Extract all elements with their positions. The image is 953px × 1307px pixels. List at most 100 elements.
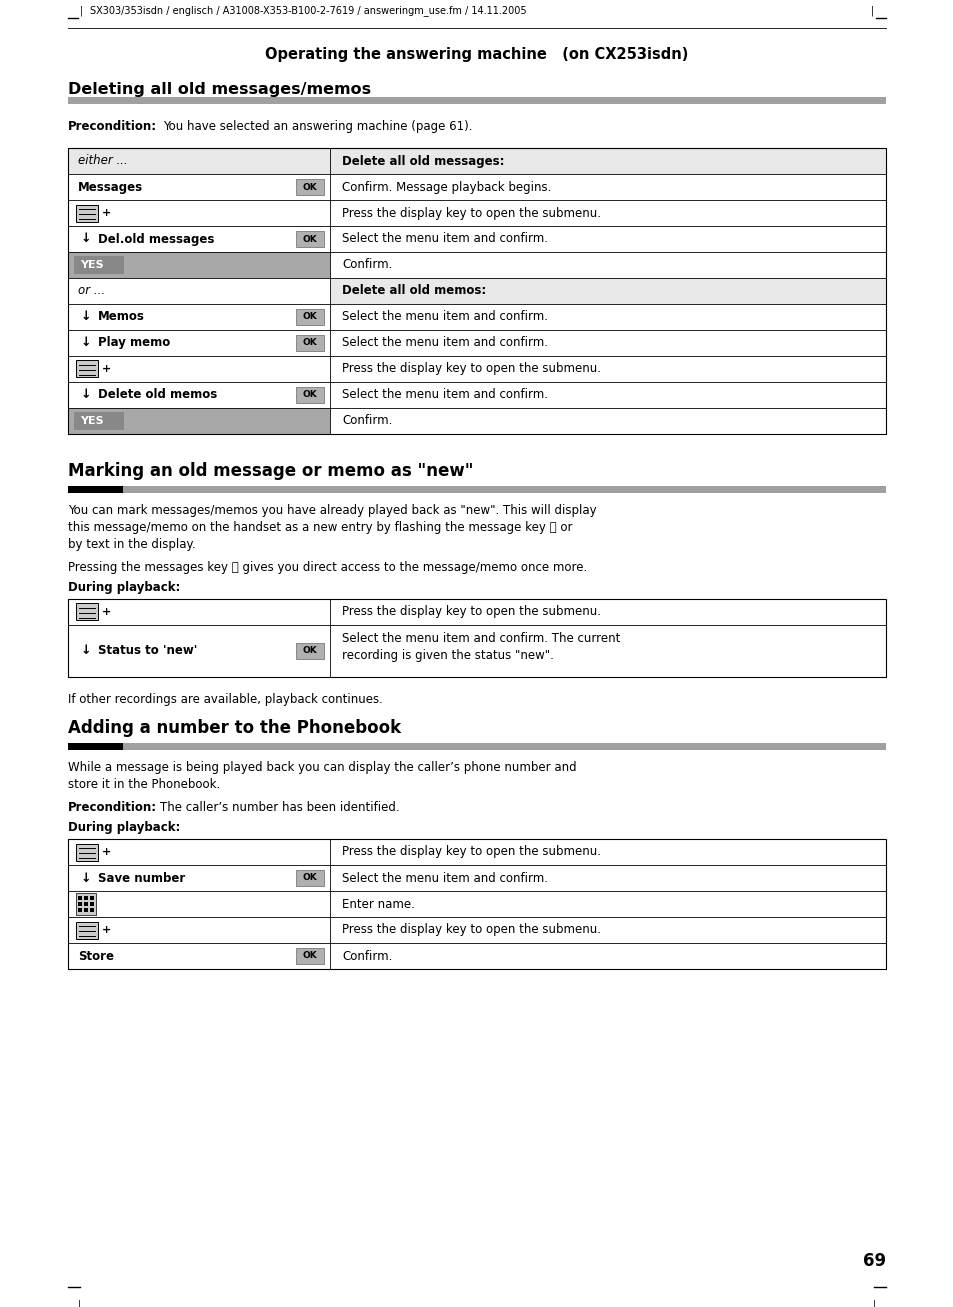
Bar (74, 256, 124, 274)
Text: +: + (102, 365, 112, 374)
Bar (68, 382, 330, 408)
Text: OK: OK (302, 339, 317, 348)
Bar (68, 918, 330, 942)
Text: Confirm.: Confirm. (341, 259, 392, 272)
Bar (68, 278, 330, 305)
Bar (68, 942, 330, 968)
Bar (78, 902, 82, 906)
Bar (68, 891, 330, 918)
Text: recording is given the status "new".: recording is given the status "new". (341, 650, 554, 663)
Text: +: + (102, 847, 112, 857)
Bar (295, 870, 324, 886)
Bar (68, 305, 330, 329)
Bar (330, 226, 885, 252)
Text: You can mark messages/memos you have already played back as "new". This will dis: You can mark messages/memos you have alr… (68, 505, 596, 518)
Bar (330, 305, 885, 329)
Bar (68, 200, 330, 226)
Bar (84, 897, 88, 901)
Bar (68, 486, 123, 493)
Bar (68, 148, 885, 434)
Bar (295, 335, 324, 352)
Text: by text in the display.: by text in the display. (68, 538, 195, 552)
Bar (68, 599, 330, 625)
Bar (68, 839, 885, 968)
Text: OK: OK (302, 312, 317, 322)
Text: OK: OK (302, 951, 317, 961)
Text: Select the menu item and confirm.: Select the menu item and confirm. (341, 311, 547, 324)
Bar (68, 226, 330, 252)
Text: Save number: Save number (98, 872, 185, 885)
Bar (330, 918, 885, 942)
Text: ↓: ↓ (81, 336, 91, 349)
Text: Marking an old message or memo as "new": Marking an old message or memo as "new" (68, 461, 473, 480)
Bar (68, 625, 330, 677)
Text: 69: 69 (862, 1252, 885, 1270)
Bar (123, 486, 885, 493)
Bar (76, 204, 98, 221)
Bar (68, 174, 330, 200)
Bar (76, 604, 98, 621)
Bar (84, 902, 88, 906)
Bar (68, 599, 885, 677)
Text: During playback:: During playback: (68, 821, 180, 834)
Bar (76, 893, 96, 915)
Text: You have selected an answering machine (page 61).: You have selected an answering machine (… (163, 120, 472, 133)
Bar (74, 412, 124, 430)
Text: Confirm.: Confirm. (341, 949, 392, 962)
Bar (78, 908, 82, 912)
Text: Confirm. Message playback begins.: Confirm. Message playback begins. (341, 180, 551, 193)
Text: Select the menu item and confirm.: Select the menu item and confirm. (341, 233, 547, 246)
Bar (76, 843, 98, 860)
Text: OK: OK (302, 647, 317, 656)
Text: ↓: ↓ (81, 311, 91, 324)
Bar (295, 387, 324, 403)
Bar (76, 921, 98, 938)
Bar (68, 408, 330, 434)
Bar (330, 408, 885, 434)
Bar (68, 97, 885, 105)
Text: either ...: either ... (78, 154, 128, 167)
Bar (68, 252, 330, 278)
Bar (68, 356, 330, 382)
Text: OK: OK (302, 234, 317, 243)
Bar (68, 329, 330, 356)
Bar (330, 625, 885, 677)
Text: Select the menu item and confirm. The current: Select the menu item and confirm. The cu… (341, 633, 619, 644)
Text: Delete old memos: Delete old memos (98, 388, 217, 401)
Text: Adding a number to the Phonebook: Adding a number to the Phonebook (68, 719, 400, 737)
Text: |: | (872, 1299, 875, 1307)
Text: Press the display key to open the submenu.: Press the display key to open the submen… (341, 605, 600, 618)
Text: Deleting all old messages/memos: Deleting all old messages/memos (68, 82, 371, 97)
Bar (90, 897, 94, 901)
Bar (330, 278, 885, 305)
Text: OK: OK (302, 391, 317, 400)
Text: |: | (80, 5, 83, 16)
Text: store it in the Phonebook.: store it in the Phonebook. (68, 778, 220, 791)
Bar (90, 902, 94, 906)
Text: this message/memo on the handset as a new entry by flashing the message key Ⓜ or: this message/memo on the handset as a ne… (68, 521, 572, 535)
Bar (295, 948, 324, 965)
Text: Select the menu item and confirm.: Select the menu item and confirm. (341, 872, 547, 885)
Text: Status to 'new': Status to 'new' (98, 644, 197, 657)
Bar (330, 382, 885, 408)
Text: Press the display key to open the submenu.: Press the display key to open the submen… (341, 846, 600, 859)
Bar (330, 148, 885, 174)
Bar (68, 742, 123, 750)
Text: Press the display key to open the submenu.: Press the display key to open the submen… (341, 362, 600, 375)
Text: Memos: Memos (98, 311, 145, 324)
Bar (330, 839, 885, 865)
Text: Precondition:: Precondition: (68, 120, 157, 133)
Text: Confirm.: Confirm. (341, 414, 392, 427)
Bar (330, 599, 885, 625)
Text: Store: Store (78, 949, 113, 962)
Bar (330, 329, 885, 356)
Bar (330, 252, 885, 278)
Bar (330, 891, 885, 918)
Bar (330, 174, 885, 200)
Bar (295, 179, 324, 195)
Text: +: + (102, 606, 112, 617)
Text: Pressing the messages key Ⓜ gives you direct access to the message/memo once mor: Pressing the messages key Ⓜ gives you di… (68, 561, 587, 574)
Text: YES: YES (80, 416, 104, 426)
Text: OK: OK (302, 873, 317, 882)
Bar (330, 865, 885, 891)
